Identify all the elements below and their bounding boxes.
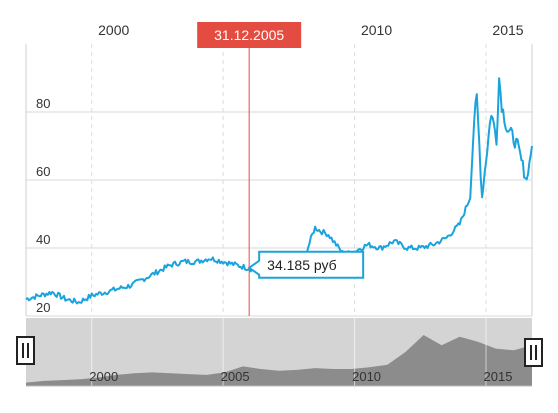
left-handle-box[interactable] (16, 336, 35, 365)
x-tick-label-2015: 2015 (492, 22, 523, 38)
navigator-x-label-2015: 2015 (484, 369, 513, 384)
navigator-x-label-2000: 2000 (89, 369, 118, 384)
y-tick-label-20: 20 (36, 300, 50, 315)
y-tick-label-40: 40 (36, 232, 50, 247)
crosshair-date-badge: 31.12.2005 (197, 22, 302, 48)
horizontal-gridlines (26, 111, 532, 317)
value-tooltip-label: 34.185 руб (267, 257, 337, 273)
navigator-right-handle[interactable] (524, 338, 543, 367)
value-tooltip-box (247, 250, 365, 279)
x-tick-label-2000: 2000 (98, 22, 129, 38)
navigator-left-handle[interactable] (16, 336, 35, 365)
date-badge-box (197, 22, 302, 48)
navigator-area (26, 335, 532, 386)
right-handle-box[interactable] (524, 338, 543, 367)
date-badge-label: 31.12.2005 (214, 27, 284, 43)
x-tick-label-2010: 2010 (361, 22, 392, 38)
crosshair-value-tooltip: 34.185 руб (247, 250, 365, 279)
navigator-x-label-2010: 2010 (352, 369, 381, 384)
y-axis-labels: 20 40 60 80 (36, 96, 50, 315)
navigator-x-labels: 2000 2005 2010 2015 (89, 318, 512, 386)
navigator-x-label-2005: 2005 (221, 369, 250, 384)
y-tick-label-80: 80 (36, 96, 50, 111)
y-tick-label-60: 60 (36, 164, 50, 179)
